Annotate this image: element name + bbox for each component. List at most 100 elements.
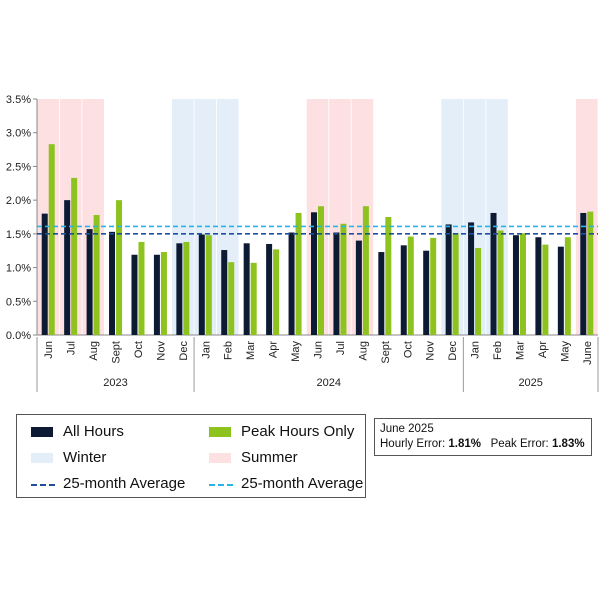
- all-hours-bar-14: [355, 240, 362, 335]
- error-summary-box: June 2025 Hourly Error: 1.81% Peak Error…: [374, 418, 592, 456]
- x-tick-label-9: Mar: [245, 341, 257, 360]
- peak-hours-bar-24: [587, 211, 594, 335]
- peak-hours-bar-7: [205, 235, 212, 335]
- x-tick-label-3: Sept: [111, 341, 123, 364]
- x-tick-label-6: Dec: [178, 341, 190, 361]
- error-bar-chart: 0.0% 0.5% 1.0% 1.5% 2.0% 2.5% 3.0% 3.5% Jun Jul Au…: [6, 94, 599, 392]
- peak-hours-bar-20: [497, 230, 504, 335]
- y-tick-label-6: 3.0%: [6, 128, 31, 140]
- y-tick-label-1: 0.5%: [6, 296, 31, 308]
- all-hours-bar-23: [557, 246, 564, 335]
- x-tick-label-2: Aug: [88, 341, 100, 361]
- x-tick-label-12: Jun: [313, 341, 325, 359]
- year-label-0: 2023: [103, 377, 127, 389]
- peak-hours-bar-9: [250, 262, 257, 335]
- x-tick-label-15: Sept: [380, 341, 392, 364]
- legend-winter-label: Winter: [63, 449, 107, 466]
- all-hours-bar-18: [445, 224, 452, 335]
- y-tick-label-2: 1.0%: [6, 263, 31, 275]
- peak-error-value: 1.83%: [551, 438, 585, 450]
- winter-band-1: [171, 99, 239, 335]
- peak-hours-bar-12: [318, 206, 324, 335]
- peak-hours-bar-8: [228, 262, 235, 335]
- summer-band-4: [575, 99, 598, 335]
- x-tick-label-21: Mar: [514, 341, 526, 360]
- all-hours-bar-21: [512, 235, 519, 335]
- all-hours-swatch: [31, 427, 53, 437]
- peak-hours-bar-22: [542, 244, 549, 335]
- peak-hours-bar-1: [71, 177, 78, 335]
- x-tick-label-19: Jan: [470, 341, 482, 359]
- x-tick-label-1: Jul: [66, 341, 78, 355]
- peak-hours-bar-19: [475, 248, 482, 335]
- legend-avg-peak-label: 25-month Average: [241, 475, 364, 492]
- avg-all-swatch: [31, 484, 55, 486]
- peak-hours-bar-15: [385, 217, 392, 335]
- x-tick-label-14: Aug: [357, 341, 369, 361]
- peak-hours-bar-13: [340, 223, 347, 335]
- y-tick-label-3: 1.5%: [6, 229, 31, 241]
- legend-peak-hours-label: Peak Hours Only: [241, 423, 355, 440]
- peak-hours-bar-16: [407, 236, 414, 335]
- avg-peak-swatch: [209, 484, 233, 486]
- x-tick-label-22: Apr: [537, 341, 549, 358]
- peak-hours-bar-11: [295, 212, 302, 335]
- all-hours-bar-8: [221, 250, 228, 335]
- legend-avg-all-label: 25-month Average: [63, 475, 186, 492]
- x-tick-label-24: June: [582, 341, 594, 365]
- all-hours-bar-24: [580, 212, 587, 335]
- peak-hours-swatch: [209, 427, 231, 437]
- peak-hours-bar-21: [519, 233, 526, 335]
- all-hours-bar-15: [378, 252, 385, 335]
- peak-hours-bar-4: [138, 241, 145, 335]
- peak-hours-bar-14: [362, 206, 369, 335]
- all-hours-bar-6: [176, 243, 183, 335]
- peak-hours-bar-5: [160, 252, 167, 335]
- y-tick-label-7: 3.5%: [6, 94, 31, 106]
- summer-band-0: [37, 99, 105, 335]
- x-tick-label-7: Jan: [200, 341, 212, 359]
- all-hours-bar-16: [400, 245, 407, 335]
- peak-hours-bar-18: [452, 233, 459, 335]
- peak-hours-bar-3: [116, 200, 123, 335]
- hourly-error-label: Hourly Error:: [380, 438, 446, 450]
- summer-band-2: [306, 99, 374, 335]
- legend-summer-label: Summer: [241, 449, 298, 466]
- x-tick-label-8: Feb: [223, 341, 235, 360]
- all-hours-bar-7: [198, 234, 205, 335]
- peak-hours-bar-6: [183, 241, 190, 335]
- all-hours-bar-22: [535, 237, 542, 335]
- all-hours-bar-10: [266, 243, 273, 335]
- x-tick-label-4: Oct: [133, 341, 145, 358]
- all-hours-bar-1: [64, 200, 71, 335]
- all-hours-bar-2: [86, 229, 93, 335]
- x-tick-label-13: Jul: [335, 341, 347, 355]
- year-label-2: 2025: [518, 377, 542, 389]
- x-tick-label-18: Dec: [447, 341, 459, 361]
- all-hours-bar-4: [131, 254, 138, 335]
- all-hours-bar-12: [311, 212, 317, 335]
- peak-error-label: Peak Error:: [490, 438, 549, 450]
- x-tick-label-10: Apr: [268, 341, 280, 358]
- all-hours-bar-9: [243, 243, 250, 335]
- peak-hours-bar-2: [93, 214, 100, 335]
- x-tick-label-17: Nov: [425, 341, 437, 361]
- legend-all-hours-label: All Hours: [63, 423, 124, 440]
- all-hours-bar-17: [423, 250, 430, 335]
- peak-hours-bar-17: [430, 237, 437, 335]
- all-hours-bar-20: [490, 212, 497, 335]
- chart-legend: All Hours Peak Hours Only Winter Summer …: [16, 414, 366, 498]
- y-tick-label-4: 2.0%: [6, 195, 31, 207]
- x-tick-label-11: May: [290, 341, 302, 362]
- peak-hours-bar-10: [273, 249, 280, 335]
- all-hours-bar-3: [109, 231, 116, 335]
- y-tick-label-0: 0.0%: [6, 330, 31, 342]
- all-hours-bar-19: [468, 222, 475, 335]
- all-hours-bar-0: [41, 213, 48, 335]
- summer-swatch: [209, 453, 231, 463]
- y-tick-label-5: 2.5%: [6, 161, 31, 173]
- peak-hours-bar-0: [48, 144, 55, 335]
- x-tick-label-0: Jun: [43, 341, 55, 359]
- peak-hours-bar-23: [564, 237, 571, 335]
- all-hours-bar-13: [333, 232, 340, 335]
